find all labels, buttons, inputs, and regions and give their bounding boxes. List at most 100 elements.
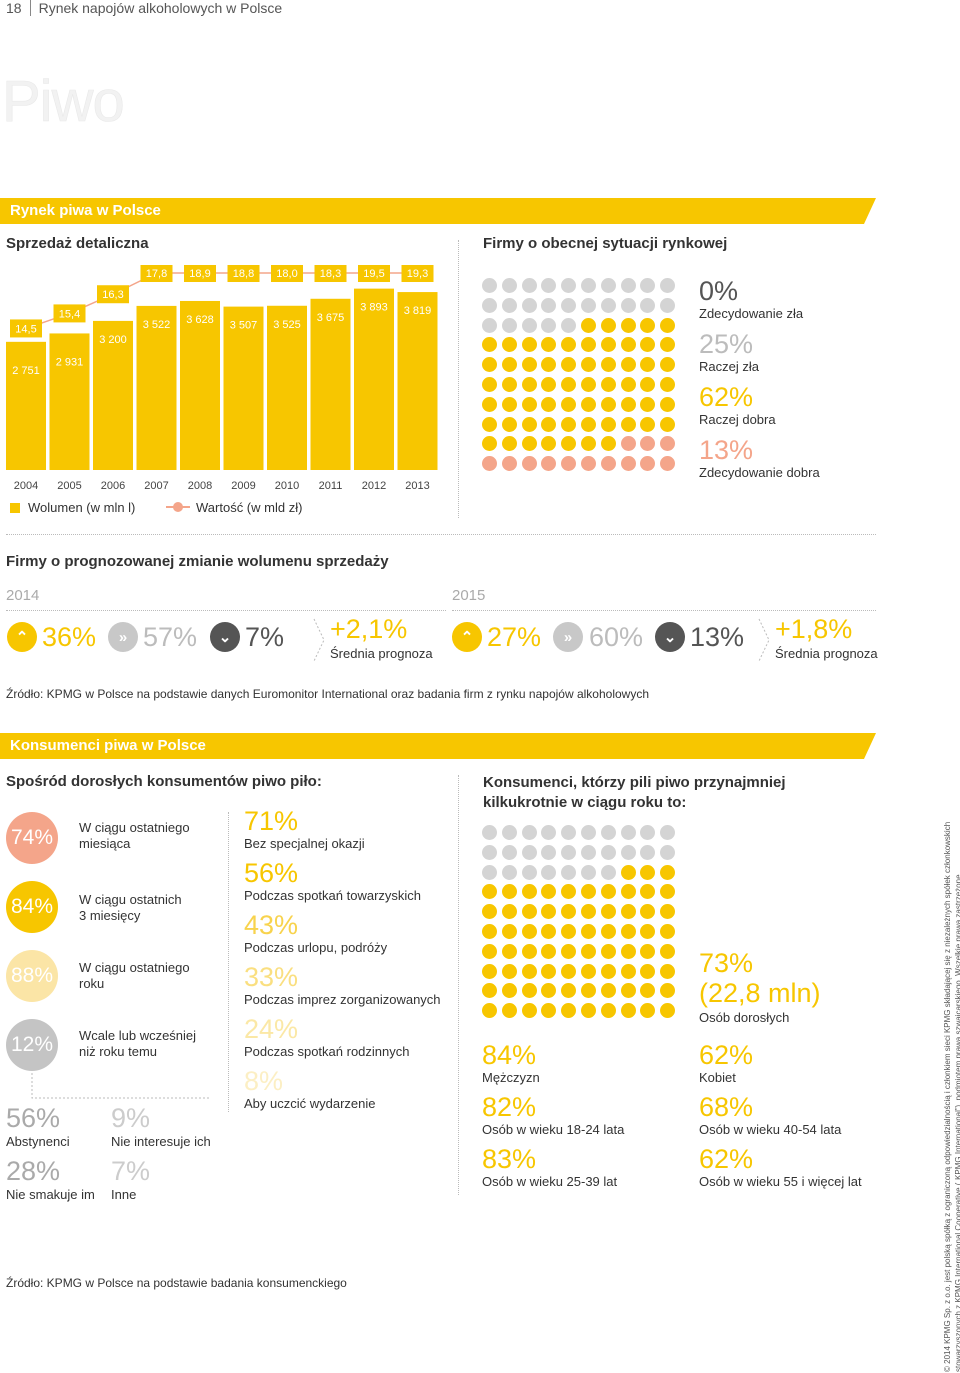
dot: [541, 1003, 557, 1019]
x-tick-label: 2006: [101, 480, 125, 492]
occasion-pct: 24%: [244, 1014, 299, 1044]
dot: [482, 864, 497, 880]
frequent-right-list: 62% Kobiet 68% Osób w wieku 40-54 lata 62%…: [699, 1040, 899, 1196]
volume-label: 2 751: [12, 365, 40, 377]
dot: [640, 297, 656, 313]
dot: [521, 983, 537, 999]
volume-label: 3 819: [404, 305, 432, 317]
forecast-year-2014: 2014: [6, 587, 40, 604]
dot: [640, 1003, 656, 1019]
dot: [620, 884, 636, 900]
x-tick-label: 2004: [14, 480, 38, 492]
dot: [620, 396, 636, 412]
dot: [541, 983, 557, 999]
dot: [521, 297, 537, 313]
dot: [640, 337, 656, 353]
value-label: 19,5: [363, 268, 384, 280]
value-label: 15,4: [59, 308, 80, 320]
occasion-pct: 43%: [244, 910, 299, 940]
dot: [581, 983, 596, 999]
dot: [581, 963, 596, 979]
circle-label: W ciągu ostatniego roku: [79, 960, 190, 991]
dot: [600, 983, 616, 999]
value-pill: [358, 265, 390, 282]
dot: [660, 844, 676, 860]
circle-88: 88%: [6, 950, 58, 1002]
bar-2013: [397, 292, 438, 470]
frequent-heading: Konsumenci, którzy pili piwo przynajmnie…: [483, 774, 786, 811]
dot: [561, 377, 577, 392]
dot: [521, 884, 537, 900]
arrow-down-icon: ⌄: [655, 622, 685, 652]
frequent-item: 68% Osób w wieku 40-54 lata: [699, 1092, 899, 1144]
occasion-item: 33% Podczas imprez zorganizowanych: [244, 962, 464, 1014]
value-pill: [184, 265, 216, 282]
current-pct: 0%: [699, 276, 739, 306]
dot: [541, 436, 557, 452]
x-tick-label: 2005: [57, 480, 81, 492]
dot: [620, 377, 636, 392]
forecast-up-2014: 36%: [42, 622, 97, 652]
dot: [581, 924, 596, 939]
dot: [561, 357, 577, 373]
dot: [620, 983, 636, 999]
frequent-pct: 82%: [482, 1092, 537, 1122]
dot: [600, 337, 616, 353]
value-label: 19,3: [407, 268, 428, 280]
legend-volume-label: Wolumen (w mln l): [28, 500, 135, 515]
value-label: 18,0: [276, 268, 297, 280]
dot: [600, 456, 616, 472]
value-pill: [53, 304, 86, 323]
circle-74: 74%: [6, 812, 58, 864]
value-pill: [227, 265, 260, 282]
x-tick-label: 2010: [275, 480, 299, 492]
sales-chart: 2 751 2004 2 931 2005 3 200 2006 3 522 2007 3 62…: [6, 265, 438, 515]
dot: [501, 416, 517, 432]
dot: [640, 278, 656, 293]
value-label: 18,8: [233, 268, 254, 280]
dot: [620, 337, 636, 353]
bracket-icon: [758, 618, 770, 662]
value-pill: [140, 265, 173, 282]
dot: [521, 844, 537, 860]
dot: [482, 943, 497, 959]
dot: [541, 943, 557, 959]
dot: [581, 904, 596, 920]
dot: [521, 825, 537, 840]
dot: [581, 337, 596, 353]
frequent-label: Osób w wieku 25-39 lat: [482, 1174, 618, 1189]
occasion-label: Podczas spotkań rodzinnych: [244, 1044, 410, 1059]
reason-pct: 28%: [6, 1156, 61, 1186]
forecast-avg-2015: +1,8%: [775, 614, 853, 644]
value-pill: [97, 285, 129, 304]
dot: [660, 943, 676, 959]
dot: [541, 337, 557, 353]
dot: [521, 864, 537, 880]
dot: [501, 983, 517, 999]
circle-label: Wcale lub wcześniej niż roku temu: [79, 1028, 197, 1059]
dot: [640, 396, 656, 412]
dot: [482, 377, 497, 392]
bar-2007: [136, 305, 177, 470]
connector: [31, 1073, 211, 1099]
frequent-item: 62% Osób w wieku 55 i więcej lat: [699, 1144, 899, 1196]
divider: [228, 812, 229, 1112]
value-pill: [271, 265, 303, 282]
divider: [6, 610, 446, 611]
dot: [600, 844, 616, 860]
occasion-item: 43% Podczas urlopu, podróży: [244, 910, 464, 962]
forecast-avg-label-2014: Średnia prognoza: [330, 646, 433, 661]
dot: [640, 456, 656, 472]
value-pill: [10, 319, 42, 338]
bar-2010: [267, 305, 307, 470]
dot: [620, 278, 636, 293]
dot-matrix-current: [482, 278, 682, 478]
dot: [620, 904, 636, 920]
occasion-pct: 71%: [244, 806, 299, 836]
dot: [482, 456, 497, 472]
dot: [482, 278, 497, 293]
dot: [561, 278, 577, 293]
dot: [581, 297, 596, 313]
dot: [660, 337, 676, 353]
dot: [660, 297, 676, 313]
